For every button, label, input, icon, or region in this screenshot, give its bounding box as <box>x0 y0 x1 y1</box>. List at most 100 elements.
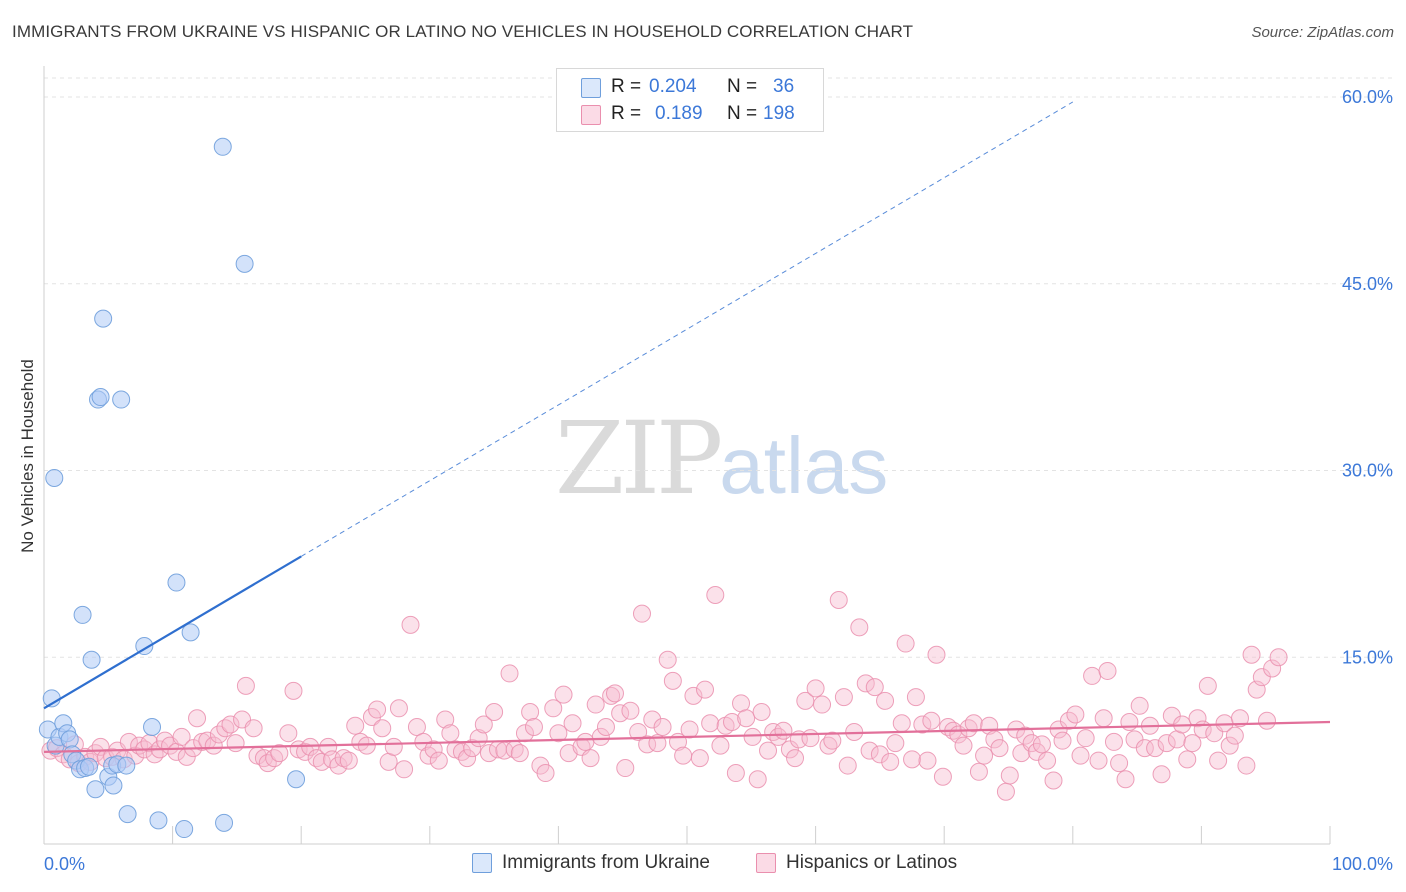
hispanic-point-176 <box>990 739 1009 758</box>
hispanic-point-171 <box>964 714 983 733</box>
hispanic-point-132 <box>759 741 778 760</box>
hispanic-point-117 <box>680 720 699 739</box>
hispanic-point-61 <box>379 752 398 771</box>
ukraine-trend-extension <box>300 101 1074 557</box>
hispanic-point-207 <box>1157 734 1176 753</box>
ukraine-point-29 <box>167 573 186 592</box>
hispanic-point-155 <box>881 752 900 771</box>
hispanic-point-116 <box>674 746 693 765</box>
y-axis-label: No Vehicles in Household <box>18 359 37 553</box>
trend-lines <box>43 101 1331 753</box>
legend-swatch-hispanic <box>581 105 601 125</box>
hispanic-point-100 <box>591 727 610 746</box>
hispanic-point-36 <box>236 676 255 695</box>
hispanic-point-198 <box>1110 754 1129 773</box>
legend-r-value: 0.189 <box>655 103 703 124</box>
hispanic-point-184 <box>1032 735 1051 754</box>
hispanic-point-43 <box>279 724 298 743</box>
hispanic-point-78 <box>474 715 493 734</box>
hispanic-point-122 <box>706 586 725 604</box>
ukraine-point-11 <box>73 605 92 624</box>
hispanic-point-106 <box>621 701 640 720</box>
hispanic-point-79 <box>479 744 498 763</box>
hispanic-point-129 <box>743 727 762 746</box>
hispanic-point-175 <box>985 730 1004 749</box>
hispanic-point-54 <box>339 751 358 770</box>
hispanic-point-55 <box>346 716 365 735</box>
hispanic-point-57 <box>357 736 376 755</box>
hispanic-point-146 <box>834 688 853 707</box>
ukraine-point-7 <box>60 730 79 749</box>
hispanic-point-181 <box>1016 726 1035 745</box>
hispanic-point-190 <box>1066 705 1085 724</box>
hispanic-point-83 <box>500 664 519 683</box>
ukraine-point-27 <box>143 717 162 736</box>
legend-r-label: R = <box>611 76 642 97</box>
legend-n-label: N = <box>727 103 758 124</box>
ukraine-point-30 <box>175 820 194 839</box>
hispanic-point-49 <box>312 752 331 771</box>
hispanic-point-41 <box>265 749 284 768</box>
hispanic-point-220 <box>1225 726 1244 745</box>
hispanic-point-34 <box>226 734 245 753</box>
hispanic-point-219 <box>1220 736 1239 755</box>
hispanic-point-66 <box>407 717 426 736</box>
hispanic-point-118 <box>684 686 703 705</box>
hispanic-point-95 <box>563 714 582 733</box>
hispanic-point-147 <box>838 756 857 775</box>
hispanic-point-110 <box>643 710 662 729</box>
hispanic-point-227 <box>1263 659 1282 678</box>
y-tick-label-60: 60.0% <box>1342 87 1393 107</box>
hispanic-point-172 <box>969 762 988 781</box>
ukraine-trend-line <box>43 555 302 710</box>
hispanic-point-59 <box>368 700 387 719</box>
hispanic-point-91 <box>544 699 563 718</box>
hispanic-point-156 <box>886 734 905 753</box>
ukraine-point-25 <box>118 805 137 824</box>
y-tick-label-45: 45.0% <box>1342 274 1393 294</box>
hispanic-point-127 <box>732 694 751 713</box>
hispanic-point-221 <box>1230 709 1249 728</box>
hispanic-point-64 <box>395 760 414 779</box>
hispanic-point-158 <box>896 634 915 653</box>
hispanic-point-60 <box>373 719 392 738</box>
hispanic-point-30 <box>204 736 223 755</box>
hispanic-point-165 <box>933 767 952 786</box>
ukraine-point-17 <box>91 388 110 407</box>
hispanic-point-123 <box>711 736 730 755</box>
hispanic-point-98 <box>581 749 600 768</box>
hispanic-point-206 <box>1152 765 1171 784</box>
hispanic-point-164 <box>927 645 946 664</box>
x-tick-label-min: 0.0% <box>44 854 85 874</box>
hispanic-point-222 <box>1237 756 1256 775</box>
hispanic-point-62 <box>384 737 403 756</box>
hispanic-point-185 <box>1038 751 1057 770</box>
hispanic-series <box>41 586 1288 801</box>
hispanic-point-70 <box>429 751 448 770</box>
hispanic-point-90 <box>536 764 555 783</box>
hispanic-point-46 <box>296 742 315 761</box>
hispanic-point-195 <box>1094 709 1113 728</box>
hispanic-point-65 <box>401 615 420 634</box>
hispanic-point-108 <box>632 604 651 623</box>
hispanic-point-44 <box>284 681 303 700</box>
hispanic-point-217 <box>1209 751 1228 770</box>
hispanic-point-92 <box>549 724 568 743</box>
hispanic-point-139 <box>796 691 815 710</box>
hispanic-point-119 <box>690 749 709 768</box>
ukraine-series <box>38 137 306 839</box>
hispanic-point-80 <box>485 703 504 722</box>
hispanic-point-173 <box>975 746 994 765</box>
legend-r-label: R = <box>611 103 642 124</box>
hispanic-point-213 <box>1188 709 1207 728</box>
ukraine-point-23 <box>112 390 131 409</box>
axes <box>43 66 1331 845</box>
hispanic-point-153 <box>870 745 889 764</box>
hispanic-point-99 <box>586 695 605 714</box>
hispanic-point-203 <box>1135 739 1154 758</box>
ukraine-point-24 <box>117 756 136 775</box>
hispanic-point-113 <box>658 650 677 669</box>
hispanic-point-142 <box>813 695 832 714</box>
legend-r-value: 0.204 <box>649 76 697 97</box>
hispanic-point-136 <box>780 740 799 759</box>
